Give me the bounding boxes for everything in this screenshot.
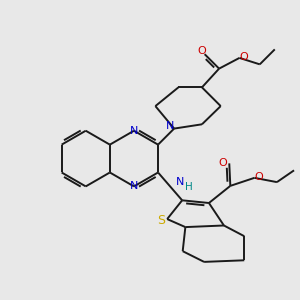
Text: O: O xyxy=(239,52,248,62)
Text: S: S xyxy=(157,214,165,226)
Text: O: O xyxy=(198,46,206,56)
Text: N: N xyxy=(166,121,174,131)
Text: O: O xyxy=(218,158,227,168)
Text: N: N xyxy=(130,126,138,136)
Text: N: N xyxy=(176,177,184,187)
Text: O: O xyxy=(254,172,263,182)
Text: H: H xyxy=(185,182,193,193)
Text: N: N xyxy=(130,182,138,191)
